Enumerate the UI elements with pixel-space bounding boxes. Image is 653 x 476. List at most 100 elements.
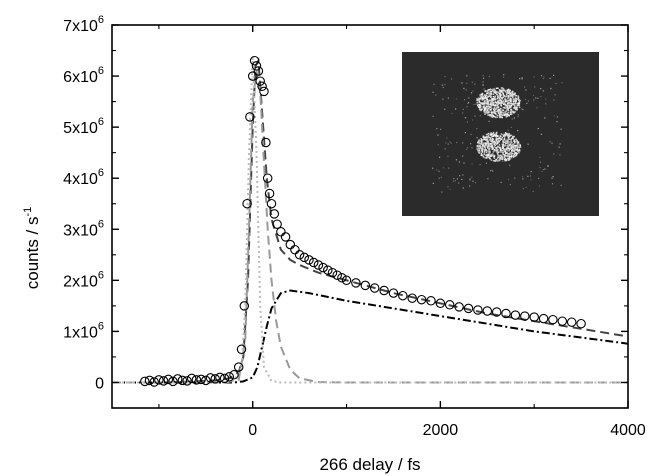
data-point xyxy=(186,373,197,384)
inset-speckle xyxy=(493,90,496,92)
inset-speckle xyxy=(500,151,502,153)
inset-speckle xyxy=(492,102,494,104)
inset-speckle xyxy=(493,104,496,107)
inset-speckle xyxy=(492,111,494,114)
inset-speckle xyxy=(512,144,514,146)
data-point xyxy=(576,318,586,329)
inset-noise xyxy=(473,103,475,106)
inset-speckle xyxy=(486,112,488,114)
inset-speckle xyxy=(483,136,485,138)
data-point xyxy=(388,288,399,298)
inset-speckle xyxy=(507,104,509,106)
inset-noise xyxy=(466,75,468,77)
inset-speckle xyxy=(508,92,510,94)
inset-speckle xyxy=(504,98,507,100)
inset-speckle xyxy=(496,135,498,137)
inset-speckle xyxy=(501,155,503,157)
inset-speckle xyxy=(514,92,516,94)
inset-speckle xyxy=(518,101,521,103)
inset-speckle xyxy=(506,91,508,94)
inset-speckle xyxy=(481,95,483,98)
inset-speckle xyxy=(490,155,492,157)
inset-speckle xyxy=(487,102,489,104)
inset-speckle xyxy=(498,135,500,137)
y-tick-label: 3x106 xyxy=(63,218,104,239)
inset-speckle xyxy=(499,158,501,161)
inset-noise xyxy=(461,82,463,84)
inset-speckle xyxy=(495,135,497,137)
data-point xyxy=(154,375,164,385)
inset-noise xyxy=(553,115,555,117)
inset-speckle xyxy=(494,101,497,103)
inset-speckle xyxy=(484,101,487,104)
inset-speckle xyxy=(478,101,481,103)
inset-speckle xyxy=(481,146,483,148)
inset-speckle xyxy=(497,149,499,151)
inset-speckle xyxy=(489,143,491,145)
inset-speckle xyxy=(490,103,492,106)
inset-speckle xyxy=(513,99,515,101)
inset-speckle xyxy=(502,156,504,158)
inset-noise xyxy=(438,170,440,172)
inset-speckle xyxy=(477,103,479,106)
inset-noise xyxy=(511,118,513,120)
inset-speckle xyxy=(490,134,492,136)
inset-speckle xyxy=(480,152,483,155)
data-point xyxy=(323,265,333,275)
inset-speckle xyxy=(489,139,492,142)
data-point xyxy=(398,290,408,301)
inset-noise xyxy=(503,132,505,134)
inset-speckle xyxy=(507,97,509,100)
inset-speckle xyxy=(478,142,481,144)
inset-speckle xyxy=(502,144,504,147)
inset-speckle xyxy=(495,113,497,115)
inset-speckle xyxy=(518,150,521,152)
inset-speckle xyxy=(507,96,509,98)
inset-noise xyxy=(560,128,562,130)
inset-noise xyxy=(464,99,466,101)
inset-speckle xyxy=(497,109,499,112)
inset-speckle xyxy=(510,92,512,95)
inset-speckle xyxy=(484,148,486,151)
data-point xyxy=(239,301,250,311)
inset-speckle xyxy=(476,101,478,104)
inset-speckle xyxy=(489,106,492,109)
inset-noise xyxy=(436,169,438,171)
inset-noise xyxy=(450,142,452,144)
inset-speckle xyxy=(507,88,510,91)
inset-speckle xyxy=(479,94,481,96)
inset-speckle xyxy=(493,109,496,112)
data-point xyxy=(308,257,319,268)
inset-noise xyxy=(527,100,529,102)
inset-noise xyxy=(492,88,494,90)
inset-noise xyxy=(459,175,461,177)
inset-speckle xyxy=(506,134,509,136)
inset-noise xyxy=(488,75,490,78)
inset-noise xyxy=(446,137,448,139)
inset-speckle xyxy=(498,99,500,102)
inset-speckle xyxy=(499,113,501,115)
inset-speckle xyxy=(518,151,520,154)
inset-speckle xyxy=(495,110,498,113)
inset-speckle xyxy=(507,109,510,111)
inset-noise xyxy=(540,88,542,90)
inset-noise xyxy=(533,76,535,78)
inset-noise xyxy=(455,98,458,100)
inset-noise xyxy=(484,98,486,101)
inset-noise xyxy=(449,188,451,190)
inset-speckle xyxy=(506,149,508,152)
inset-noise xyxy=(466,148,468,150)
inset-speckle xyxy=(518,106,521,109)
inset-speckle xyxy=(488,88,491,91)
inset-speckle xyxy=(478,106,480,108)
inset-speckle xyxy=(500,138,503,140)
data-point xyxy=(158,376,169,386)
inset-speckle xyxy=(510,104,512,107)
inset-noise xyxy=(476,98,478,100)
inset-noise xyxy=(522,178,524,180)
inset-noise xyxy=(514,177,516,179)
inset-speckle xyxy=(503,137,506,139)
inset-speckle xyxy=(499,148,502,151)
data-point xyxy=(501,308,511,319)
inset-speckle xyxy=(493,155,496,157)
